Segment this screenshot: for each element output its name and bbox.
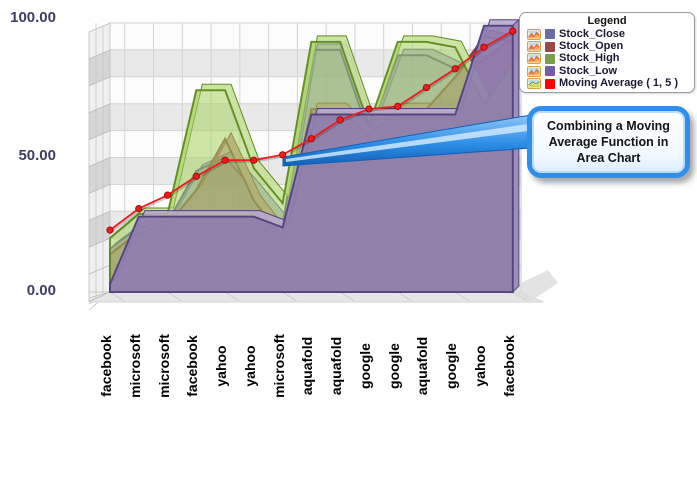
moving-average-point — [307, 135, 315, 143]
x-axis-label: google — [385, 343, 402, 389]
legend-item-label: Stock_Low — [559, 64, 618, 77]
legend: Legend Stock_Close Stock_Open Stock_High St… — [519, 12, 695, 93]
x-axis-label: facebook — [184, 335, 201, 397]
x-axis-label: microsoft — [126, 334, 143, 398]
x-axis-label: microsoft — [270, 334, 287, 398]
x-axis-label: facebook — [500, 335, 517, 397]
area-chart-icon — [527, 65, 541, 77]
legend-item-label: Moving Average ( 1, 5 ) — [559, 77, 678, 90]
legend-title: Legend — [587, 15, 627, 27]
area-chart-icon — [527, 53, 541, 65]
legend-color-swatch — [545, 41, 555, 52]
callout-bubble: Combining a Moving Average Function in A… — [527, 106, 690, 178]
legend-color-swatch — [545, 66, 555, 77]
x-axis-label: microsoft — [155, 334, 172, 398]
x-axis-label: facebook — [98, 335, 114, 397]
moving-average-point — [394, 102, 402, 110]
legend-color-swatch — [545, 78, 555, 89]
moving-average-point — [480, 43, 488, 51]
x-axis-label: aquafold — [414, 336, 431, 396]
moving-average-point — [250, 156, 258, 164]
area-chart-icon — [527, 41, 541, 53]
x-axis-label: yahoo — [241, 345, 258, 387]
moving-average-point — [279, 151, 287, 159]
x-axis-label: google — [356, 343, 373, 389]
y-axis-label: 100.00 — [10, 9, 56, 26]
ma-chart-icon — [527, 78, 541, 90]
x-axis-label: yahoo — [213, 345, 230, 387]
legend-item[interactable]: Stock_High — [527, 53, 694, 65]
legend-item-label: Stock_Open — [559, 40, 624, 53]
legend-item[interactable]: Stock_Open — [527, 40, 694, 53]
x-axis-label: google — [443, 343, 460, 389]
legend-item[interactable]: Stock_Close — [527, 28, 694, 40]
plot-floor — [88, 291, 544, 303]
moving-average-point — [336, 116, 344, 124]
callout-text: Combining a Moving Average Function in A… — [547, 118, 670, 166]
legend-color-swatch — [545, 29, 555, 40]
moving-average-point — [509, 27, 517, 35]
moving-average-point — [163, 191, 172, 199]
legend-color-swatch — [545, 53, 555, 64]
x-axis-label: aquafold — [328, 336, 345, 396]
moving-average-point — [221, 156, 229, 164]
y-axis-label: 0.00 — [26, 282, 56, 299]
moving-average-point — [365, 105, 373, 113]
moving-average-point — [451, 65, 459, 73]
legend-item-label: Stock_Close — [559, 27, 626, 40]
legend-item[interactable]: Stock_Low — [527, 65, 694, 77]
moving-average-point — [192, 172, 200, 180]
legend-item-label: Stock_High — [559, 52, 620, 65]
x-axis-label: aquafold — [299, 336, 316, 396]
legend-item[interactable]: Moving Average ( 1, 5 ) — [527, 78, 694, 90]
moving-average-point — [422, 83, 431, 92]
y-axis-label: 50.00 — [18, 147, 56, 164]
moving-average-point — [135, 205, 143, 213]
area-chart-icon — [527, 28, 541, 40]
moving-average-point — [106, 226, 114, 234]
x-axis-label: yahoo — [472, 345, 488, 387]
